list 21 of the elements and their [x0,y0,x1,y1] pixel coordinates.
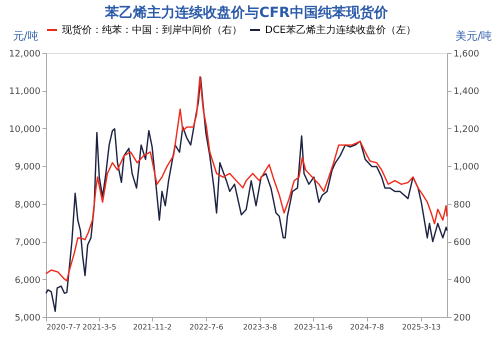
y-axis-title: 元/吨 [12,30,38,42]
y2-tick-label: 1,200 [454,124,480,135]
y-tick-label: 7,000 [14,238,41,248]
y-tick-label: 8,000 [14,200,41,210]
y2-tick-label: 200 [454,314,471,324]
y2-tick-label: 1,600 [454,50,480,60]
y2-tick-label: 1,000 [454,162,480,173]
y2-tick-label: 1,400 [454,87,480,98]
y2-axis-title: 美元/吨 [456,30,492,42]
y-tick-label: 5,000 [14,314,41,324]
y-tick-label: 11,000 [9,87,41,98]
y2-tick-label: 600 [454,238,471,248]
y-tick-label: 10,000 [9,124,41,135]
legend-label: DCE苯乙烯主力连续收盘价（左） [265,24,416,36]
y-tick-label: 6,000 [14,276,41,286]
y-tick-label: 12,000 [9,50,41,60]
y2-tick-label: 400 [454,276,471,286]
y2-tick-label: 800 [454,200,471,210]
y-tick-label: 9,000 [14,162,41,173]
chart-title: 苯乙烯主力连续收盘价与CFR中国纯苯现货价 [104,4,389,21]
legend-label: 现货价：纯苯：中国：到岸中间价（右） [62,24,242,36]
